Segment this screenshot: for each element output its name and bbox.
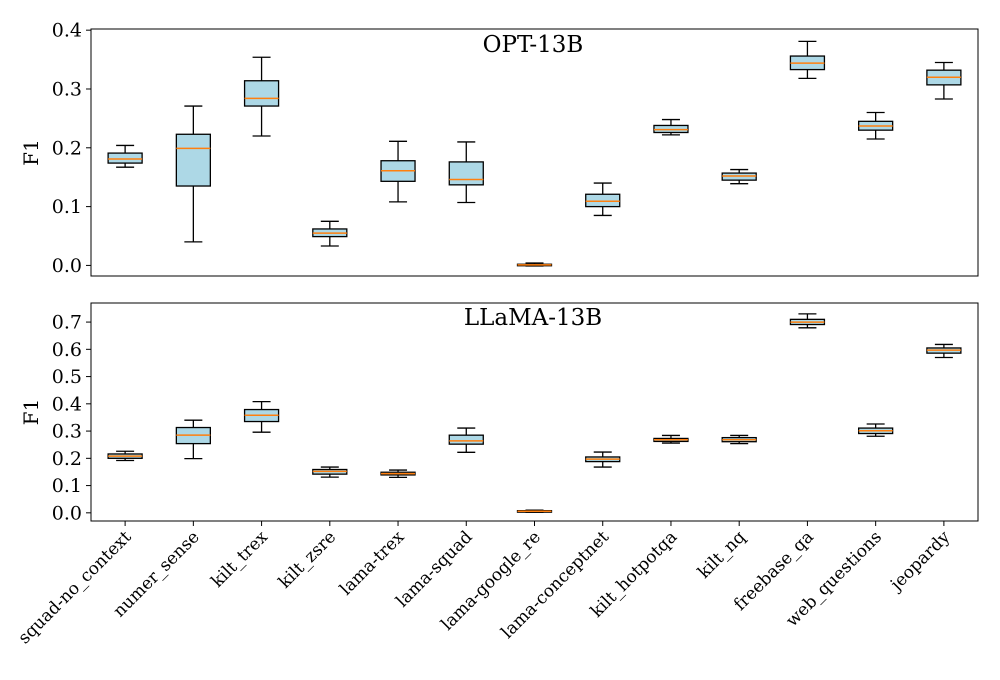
x-tick-label-kilt_trex: kilt_trex (208, 527, 273, 592)
box-freebase_qa (789, 40, 826, 80)
box-kilt_zsre (312, 220, 348, 247)
iqr-box (585, 193, 621, 208)
y-tick-label: 0.5 (52, 366, 82, 388)
y-tick-label: 0.0 (52, 255, 82, 277)
y-tick-label: 0.6 (52, 339, 82, 361)
iqr-box (175, 133, 211, 187)
box-lama-trex (380, 469, 416, 479)
box-lama-conceptnet (585, 182, 621, 217)
box-freebase_qa (789, 313, 826, 329)
box-numer_sense (175, 419, 211, 460)
y-tick-label: 0.0 (52, 502, 82, 524)
iqr-box (448, 161, 484, 186)
box-lama-google_re (516, 509, 553, 513)
y-tick-label: 0.2 (52, 137, 82, 159)
iqr-box (107, 152, 143, 164)
box-numer_sense (175, 105, 211, 243)
y-tick-label: 0.1 (52, 196, 82, 218)
y-tick-label: 0.4 (52, 20, 82, 42)
axes-frame (90, 28, 979, 277)
y-tick-label: 0.4 (52, 393, 82, 415)
box-lama-squad (448, 427, 484, 453)
box-squad-no_context (107, 450, 143, 462)
panel-title: OPT-13B (483, 32, 584, 58)
box-kilt_trex (243, 400, 280, 433)
box-kilt_zsre (312, 466, 348, 478)
y-tick-label: 0.3 (52, 421, 82, 443)
box-web_questions (858, 423, 894, 437)
x-tick-label-kilt_zsre: kilt_zsre (275, 527, 340, 592)
box-squad-no_context (107, 144, 143, 168)
box-kilt_hotpotqa (653, 434, 689, 444)
panel-opt-13b: 0.0 0.1 0.2 0.3 0.4 F1 OPT-13B (19, 20, 979, 277)
box-lama-conceptnet (585, 451, 621, 468)
iqr-box (448, 434, 484, 445)
box-web_questions (858, 111, 894, 140)
x-tick-label-jeopardy: jeopardy (886, 527, 955, 596)
y-tick-label: 0.3 (52, 78, 82, 100)
box-kilt_nq (721, 168, 757, 185)
axes-frame (90, 302, 979, 522)
y-tick-label: 0.2 (52, 448, 82, 470)
panel-title: LLaMA-13B (464, 305, 602, 331)
y-tick-label: 0.1 (52, 475, 82, 497)
box-kilt_nq (721, 434, 757, 445)
x-tick-label-kilt_nq: kilt_nq (694, 527, 749, 582)
box-kilt_trex (243, 56, 280, 137)
x-tick-label-squad-no_context: squad-no_context (15, 527, 136, 648)
y-axis-title: F1 (19, 139, 43, 166)
box-kilt_hotpotqa (653, 118, 689, 136)
y-tick-label: 0.7 (52, 312, 82, 334)
x-tick-label-lama-trex: lama-trex (336, 527, 409, 600)
box-lama-squad (448, 141, 484, 204)
panel-llama-13b: 0.0 0.1 0.2 0.3 0.4 0.5 0.6 0.7 F1 LLaMA-13B (19, 302, 979, 524)
iqr-box (243, 80, 280, 107)
box-jeopardy (926, 61, 962, 100)
box-lama-google_re (516, 262, 553, 267)
box-jeopardy (926, 343, 962, 359)
y-axis-title: F1 (19, 399, 43, 426)
box-lama-trex (380, 140, 416, 203)
